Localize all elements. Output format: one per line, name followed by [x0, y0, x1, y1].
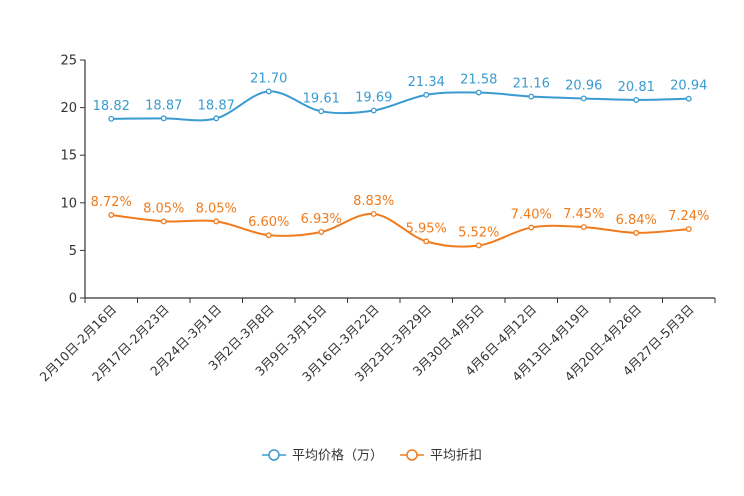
data-point[interactable]: [423, 238, 430, 245]
data-point[interactable]: [423, 91, 430, 98]
data-point[interactable]: [265, 232, 272, 239]
data-label: 20.96: [565, 78, 602, 93]
legend-label: 平均折扣: [430, 449, 482, 464]
data-label: 7.45%: [563, 207, 604, 222]
legend-item-avg-discount[interactable]: 平均折扣: [400, 449, 482, 464]
series-avg-discount: 8.72% 8.05% 8.05% 6.60% 6.93% 8.83% 5.95% 5.52%…: [91, 194, 709, 249]
legend-item-avg-price[interactable]: 平均价格（万）: [262, 448, 383, 464]
data-point[interactable]: [160, 115, 167, 122]
data-label: 8.72%: [91, 195, 132, 210]
data-point[interactable]: [108, 115, 115, 122]
data-point[interactable]: [685, 226, 692, 233]
x-axis: 2月10日-2月16日2月17日-2月23日2月24日-3月1日3月2日-3月8…: [36, 297, 716, 384]
data-label: 18.82: [93, 99, 130, 114]
data-point[interactable]: [475, 242, 482, 249]
legend-marker-icon: [406, 449, 418, 461]
data-point[interactable]: [528, 224, 535, 231]
legend-label: 平均价格（万）: [292, 448, 383, 464]
data-label: 8.05%: [196, 201, 237, 216]
y-axis: 0 5 10 15 20 25: [60, 54, 86, 307]
series-layer: 18.82 18.87 18.87 21.70 19.61 19.69 21.34 21.58…: [91, 71, 709, 249]
data-label: 6.84%: [616, 213, 657, 228]
data-label: 20.81: [618, 80, 655, 95]
data-label: 8.05%: [143, 201, 184, 216]
data-label: 21.70: [250, 71, 287, 86]
data-label: 6.93%: [301, 212, 342, 227]
data-label: 19.61: [303, 91, 340, 106]
data-label: 18.87: [198, 98, 235, 113]
data-label: 8.83%: [353, 194, 394, 209]
data-label: 5.95%: [406, 221, 447, 236]
data-point[interactable]: [685, 95, 692, 102]
data-point[interactable]: [318, 108, 325, 115]
data-point[interactable]: [580, 95, 587, 102]
data-point[interactable]: [370, 107, 377, 114]
y-tick-label: 20: [60, 101, 77, 116]
data-point[interactable]: [108, 212, 115, 218]
data-label: 5.52%: [458, 225, 499, 240]
y-tick-label: 25: [60, 54, 77, 69]
data-point[interactable]: [318, 229, 325, 235]
data-point[interactable]: [633, 229, 640, 236]
data-label: 20.94: [670, 79, 707, 94]
data-label: 7.24%: [668, 209, 709, 224]
y-tick-label: 10: [60, 196, 77, 211]
data-label: 19.69: [355, 91, 392, 106]
data-point[interactable]: [580, 224, 587, 231]
data-point[interactable]: [528, 93, 535, 100]
series-line: [111, 212, 689, 248]
data-label: 7.40%: [511, 208, 552, 223]
data-label: 21.34: [408, 75, 445, 90]
data-point[interactable]: [213, 115, 220, 122]
legend-marker-icon: [268, 449, 280, 461]
data-label: 21.16: [513, 77, 550, 92]
y-tick-label: 15: [60, 149, 77, 164]
series-line: [111, 90, 689, 122]
legend[interactable]: 平均价格（万） 平均折扣: [262, 448, 482, 464]
y-tick-label: 5: [69, 244, 77, 259]
data-point[interactable]: [370, 210, 377, 217]
y-tick-label: 0: [69, 292, 77, 307]
series-avg-price: 18.82 18.87 18.87 21.70 19.61 19.69 21.34 21.58…: [93, 71, 707, 122]
data-point[interactable]: [633, 96, 640, 103]
data-label: 6.60%: [248, 215, 289, 230]
data-point[interactable]: [213, 218, 220, 225]
data-label: 18.87: [145, 98, 182, 113]
data-point[interactable]: [265, 88, 272, 95]
data-point[interactable]: [475, 89, 482, 96]
data-point[interactable]: [160, 218, 167, 225]
data-label: 21.58: [460, 73, 497, 88]
